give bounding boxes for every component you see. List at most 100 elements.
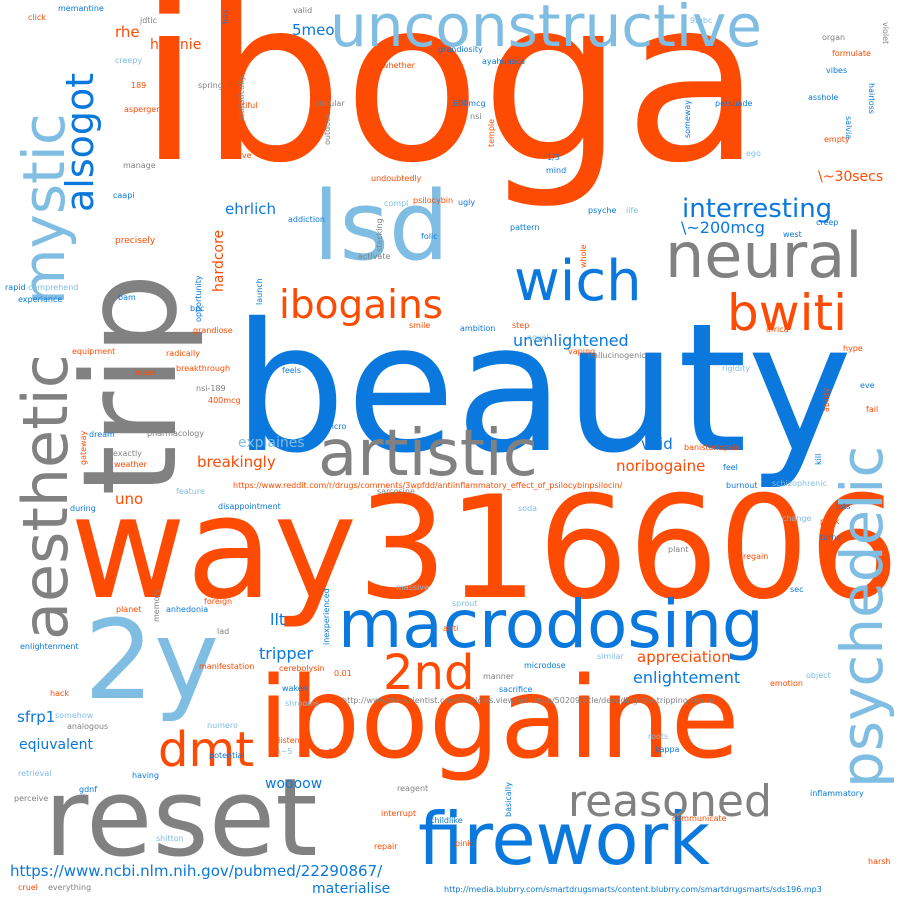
- word-beautiful: beautiful: [222, 101, 258, 110]
- word-micro: micro: [324, 422, 347, 431]
- word-sarcosine: sarcosine: [377, 487, 415, 496]
- word-artistic: artistic: [318, 417, 538, 491]
- word-outdoor: outdoor: [323, 113, 332, 145]
- word-whole: whole: [579, 244, 588, 268]
- word-repair: repair: [374, 842, 398, 851]
- word-sacrifice: sacrifice: [499, 685, 533, 694]
- word-ayahuasca: ayahuasca: [482, 57, 526, 66]
- word-189: 189: [131, 81, 147, 90]
- word-feature: feature: [176, 487, 205, 496]
- word-vibes: vibes: [826, 66, 848, 75]
- word-rhe: rhe: [115, 23, 140, 41]
- word-600mcg: 600mcg: [453, 99, 486, 108]
- word-way316606: way316606: [70, 466, 900, 631]
- word-soda: soda: [518, 504, 538, 513]
- word-beauty: beauty: [233, 285, 853, 492]
- word-numero: numero: [207, 721, 238, 730]
- word-hairloss: hairloss: [867, 83, 876, 114]
- word-perceive: perceive: [14, 794, 49, 803]
- word-violet: violet: [881, 22, 890, 45]
- word-llt: llt: [270, 610, 286, 629]
- word-change: change: [782, 514, 812, 523]
- word-appreciation: appreciation: [637, 648, 731, 666]
- word-manage: manage: [123, 161, 156, 170]
- word-feels: feels: [282, 366, 302, 375]
- word-5meo: 5meo: [292, 21, 335, 39]
- word-jdtic: jdtic: [140, 16, 158, 25]
- word-comprehend: comprehend: [28, 283, 79, 292]
- word-opportunity: opportunity: [194, 275, 203, 322]
- word-addiction: addiction: [288, 215, 326, 224]
- word-object: object: [806, 671, 831, 680]
- word-ability: ability: [822, 387, 831, 412]
- word-formulate: formulate: [832, 49, 871, 58]
- word-hack: hack: [50, 689, 70, 698]
- word-folic: folic: [421, 232, 438, 241]
- word-2y: 2y: [84, 596, 220, 724]
- word-organ: organ: [822, 33, 846, 42]
- word-schizophrenic: schizophrenic: [772, 479, 827, 488]
- word-plant: plant: [668, 545, 689, 554]
- word-ibogains: ibogains: [279, 283, 443, 328]
- word-kill: kill: [814, 453, 823, 465]
- word-fail: fail: [866, 405, 879, 414]
- word-kappa: kappa: [655, 745, 680, 754]
- word-wich: wich: [514, 249, 642, 314]
- word-west: west: [783, 230, 802, 239]
- word-explaines: explaines: [238, 435, 305, 451]
- word-waken: waken: [282, 684, 308, 693]
- word-pharmacology: pharmacology: [147, 429, 205, 438]
- word-url-blubrry: http://media.blubrry.com/smartdrugsmarts…: [444, 885, 822, 894]
- word-anhedonia: anhedonia: [166, 605, 209, 614]
- word-exactly: exactly: [113, 449, 142, 458]
- word-equipment: equipment: [72, 347, 116, 356]
- word-pink: pink: [455, 839, 473, 848]
- word-africa: africa: [766, 325, 789, 334]
- word-novel: novel: [527, 333, 549, 342]
- word-tripper: tripper: [259, 644, 314, 663]
- word-bpc: bpc: [190, 304, 205, 313]
- word-gdnf: gdnf: [79, 785, 98, 794]
- word-retrieval: retrieval: [18, 769, 52, 778]
- word-stacking: stacking: [375, 218, 384, 252]
- word-massive: massive: [396, 583, 429, 592]
- word-listen: listen: [278, 736, 300, 745]
- word-creep: creep: [816, 218, 839, 227]
- word-foreign: foreign: [204, 597, 233, 606]
- word-caapi: caapi: [113, 191, 135, 200]
- word-salvia: salvia: [844, 116, 853, 140]
- word-hallucinogenic: hallucinogenic: [588, 351, 646, 360]
- word-serious: serious: [700, 46, 729, 55]
- word-shitton: shitton: [156, 834, 184, 843]
- word-manner: manner: [483, 672, 515, 681]
- word-woooow: woooow: [265, 776, 323, 792]
- word-sprout: sprout: [452, 599, 478, 608]
- word-aesthetic: aesthetic: [9, 354, 82, 640]
- word-childlike: childlike: [430, 816, 463, 825]
- word-url-scientist: http://www.the-scientist.com/?articles.v…: [342, 696, 715, 705]
- word-has: has: [221, 9, 230, 24]
- word-400mcg: 400mcg: [208, 396, 241, 405]
- word-grandiosity: grandiosity: [438, 45, 483, 54]
- word-someway: someway: [683, 100, 692, 138]
- word-alsogot: alsogot: [58, 72, 102, 212]
- word-disappointment: disappointment: [218, 502, 281, 511]
- word-sfrp1: sfrp1: [17, 708, 56, 726]
- word-activate: activate: [358, 252, 391, 261]
- word-harsh: harsh: [868, 857, 891, 866]
- word-firework: firework: [418, 797, 710, 881]
- word-ambition: ambition: [460, 324, 496, 333]
- word-nsi: nsi: [470, 112, 482, 121]
- word-interrupt: interrupt: [381, 809, 417, 818]
- word-hype: hype: [843, 344, 863, 353]
- word-unconstructive: unconstructive: [330, 0, 762, 60]
- word-unenlightened: unenlightened: [513, 331, 629, 350]
- word-spring: spring: [198, 81, 223, 90]
- word-ugly: ugly: [458, 198, 476, 207]
- word-cerebolysin: cerebolysin: [279, 664, 325, 673]
- word-weather: weather: [114, 460, 147, 469]
- word-interresting: interresting: [682, 194, 833, 224]
- word-pattern: pattern: [510, 223, 540, 232]
- word-roots: roots: [648, 732, 669, 741]
- word-hardcore: hardcore: [211, 229, 227, 292]
